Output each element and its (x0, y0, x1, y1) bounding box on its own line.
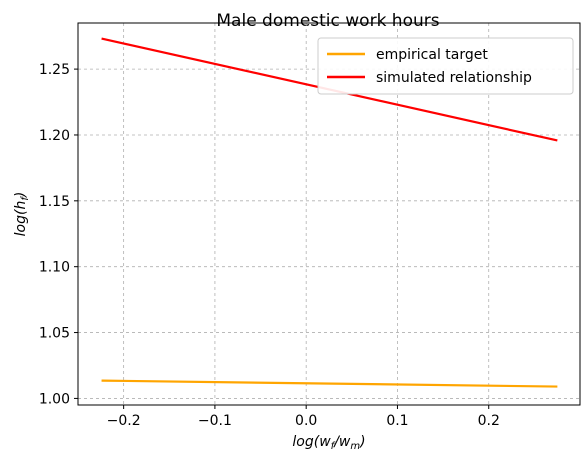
legend-label-empirical: empirical target (376, 47, 488, 63)
plot-frame (77, 22, 581, 406)
x-tick-label: −0.2 (107, 413, 141, 429)
y-tick-label: 1.00 (39, 391, 70, 407)
x-tick-label: −0.1 (198, 413, 232, 429)
y-tick-label: 1.15 (39, 194, 70, 210)
y-tick-label: 1.25 (39, 62, 70, 78)
legend-label-simulated: simulated relationship (376, 70, 532, 86)
x-tick-label: 0.0 (295, 413, 317, 429)
y-tick-label: 1.10 (39, 260, 70, 276)
y-tick-label: 1.05 (39, 326, 70, 342)
x-tick-label: 0.1 (386, 413, 408, 429)
y-tick-label: 1.20 (39, 128, 70, 144)
legend: empirical target simulated relationship (317, 37, 574, 95)
y-axis-label: log(hf) (13, 192, 31, 237)
chart-title: Male domestic work hours (216, 11, 439, 31)
x-tick-label: 0.2 (478, 413, 500, 429)
series-line-empirical-target (101, 379, 558, 388)
legend-box (317, 37, 574, 95)
x-axis-label: log(wf/wm) (292, 434, 365, 452)
